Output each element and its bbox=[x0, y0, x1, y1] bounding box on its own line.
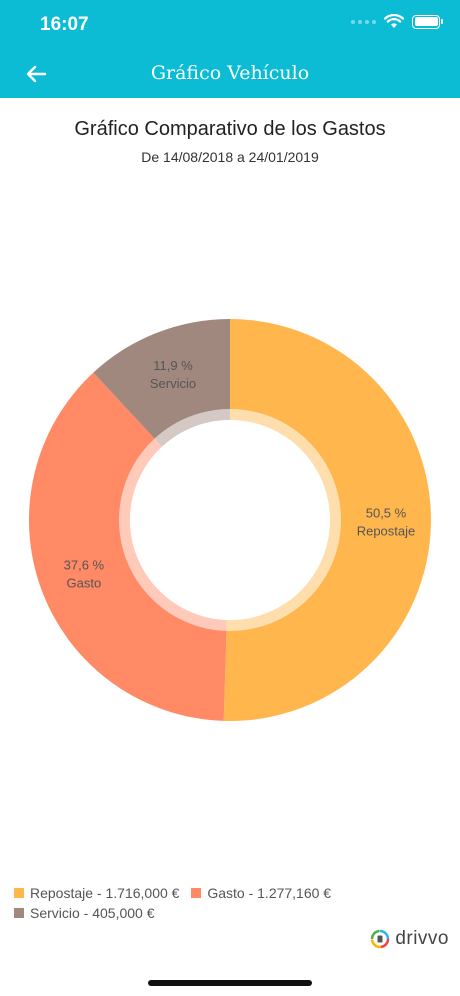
legend-label: Gasto - 1.277,160 € bbox=[207, 885, 332, 901]
chart-legend: Repostaje - 1.716,000 € Gasto - 1.277,16… bbox=[14, 883, 454, 923]
slice-name-label: Gasto bbox=[67, 576, 102, 591]
home-indicator bbox=[148, 980, 312, 986]
slice-name-label: Servicio bbox=[150, 376, 196, 391]
legend-swatch bbox=[191, 888, 202, 898]
chart-subtitle: De 14/08/2018 a 24/01/2019 bbox=[141, 149, 319, 165]
page-title: Gráfico Vehículo bbox=[150, 62, 310, 84]
donut-hole bbox=[130, 420, 330, 620]
brand-logo: drivvo bbox=[370, 928, 449, 950]
legend-item-gasto: Gasto - 1.277,160 € bbox=[191, 883, 331, 903]
battery-icon bbox=[412, 14, 443, 29]
donut-chart: 50,5 % Repostaje 37,6 % Gasto 11,9 % Servicio bbox=[28, 319, 431, 721]
slice-percent-label: 37,6 % bbox=[64, 558, 105, 573]
legend-item-servicio: Servicio - 405,000 € bbox=[14, 903, 155, 923]
wifi-icon bbox=[384, 14, 404, 28]
arrow-left-icon bbox=[26, 65, 46, 83]
slice-percent-label: 50,5 % bbox=[366, 505, 407, 520]
slice-name-label: Repostaje bbox=[357, 523, 416, 538]
brand-name: drivvo bbox=[395, 928, 449, 949]
legend-swatch bbox=[14, 908, 24, 918]
status-icons bbox=[351, 14, 443, 29]
chart-title: Gráfico Comparativo de los Gastos bbox=[74, 118, 386, 140]
slice-percent-label: 11,9 % bbox=[153, 358, 193, 373]
status-time: 16:07 bbox=[40, 14, 89, 35]
signal-icon bbox=[351, 19, 376, 24]
legend-item-repostaje: Repostaje - 1.716,000 € bbox=[14, 883, 179, 903]
back-button[interactable] bbox=[18, 58, 54, 90]
legend-swatch bbox=[14, 888, 24, 898]
donut-inner-ring bbox=[119, 409, 341, 631]
drivvo-logo-icon bbox=[371, 929, 390, 949]
legend-label: Repostaje - 1.716,000 € bbox=[30, 885, 180, 901]
app-bar: 16:07 Gráfico Vehículo bbox=[0, 0, 460, 98]
legend-label: Servicio - 405,000 € bbox=[30, 905, 155, 921]
